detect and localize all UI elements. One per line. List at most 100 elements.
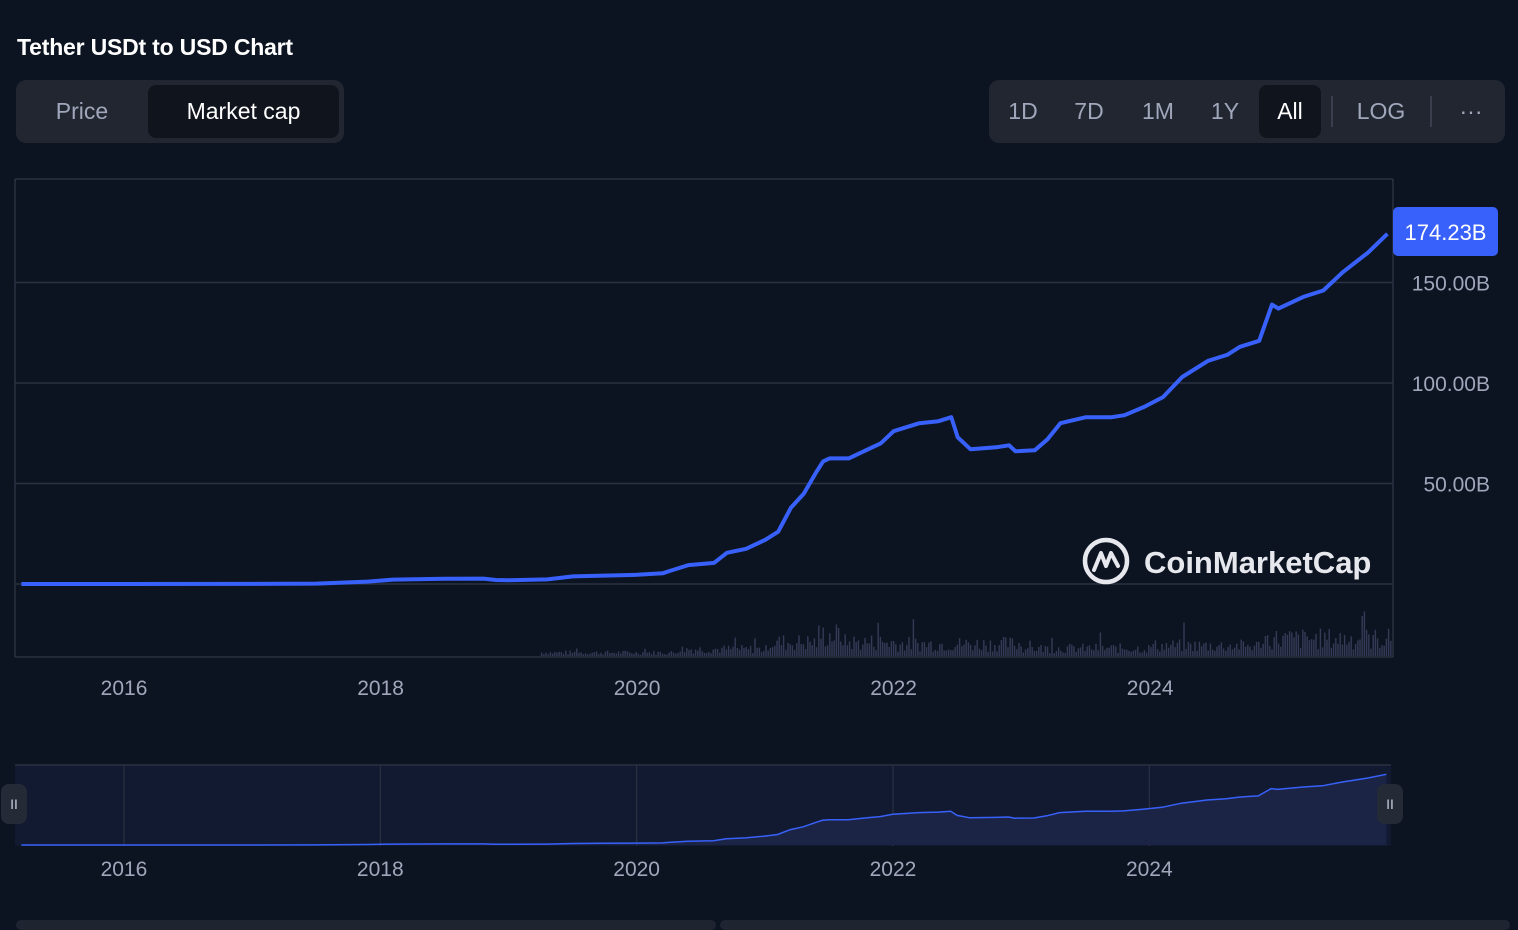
volume-bar [1343, 635, 1346, 656]
volume-bar [851, 649, 853, 656]
tab-price[interactable]: Price [55, 98, 109, 124]
volume-bar [576, 648, 578, 656]
volume-bar [965, 639, 967, 656]
y-axis: 50.00B 100.00B 150.00B [1412, 273, 1490, 497]
range-all-button[interactable]: All [1259, 85, 1321, 138]
volume-bar [798, 635, 800, 656]
volume-bar [1029, 640, 1031, 656]
volume-bar [646, 652, 648, 656]
range-7d-button[interactable]: 7D [1074, 98, 1104, 124]
volume-bar [921, 642, 923, 656]
volume-bar [719, 652, 721, 656]
volume-bar [822, 627, 824, 656]
volume-bar [1046, 646, 1049, 656]
volume-bar [919, 651, 921, 656]
volume-bar [1196, 650, 1198, 656]
volume-bar [1130, 651, 1132, 656]
volume-bar [787, 642, 789, 656]
volume-bar [802, 644, 805, 656]
volume-bar [1255, 641, 1258, 656]
volume-bar [1150, 647, 1152, 656]
volume-bar [620, 653, 622, 656]
volume-bar [642, 652, 644, 656]
volume-bar [606, 650, 609, 656]
volume-bar [1346, 644, 1348, 656]
volume-bar [1117, 652, 1119, 656]
volume-bar [972, 650, 974, 656]
volume-bar [683, 652, 686, 656]
volume-bar [1055, 651, 1058, 656]
volume-bar [1119, 643, 1121, 656]
volume-bar [571, 653, 574, 656]
volume-bar [1084, 651, 1086, 656]
log-scale-button[interactable]: LOG [1356, 98, 1406, 124]
metric-toggle: Price Market cap [16, 80, 344, 143]
volume-bar [756, 647, 758, 656]
more-options-button[interactable]: ··· [1459, 98, 1483, 124]
volume-bar [866, 643, 868, 656]
volume-bar [857, 640, 860, 656]
volume-bar [763, 650, 765, 656]
volume-bar [824, 646, 827, 656]
volume-bar [1341, 644, 1344, 656]
volume-bar [1073, 646, 1075, 656]
volume-bar [754, 638, 756, 656]
volume-bar [1335, 638, 1337, 656]
volume-bar [743, 647, 745, 656]
volume-bar [897, 651, 899, 656]
navigator-left-handle[interactable]: II [1, 784, 27, 824]
volume-bar [558, 651, 560, 656]
volume-bar [1229, 644, 1231, 656]
range-navigator[interactable]: 2016 2018 2020 2022 2024 [15, 764, 1391, 881]
volume-bar [554, 651, 556, 656]
volume-bar [910, 649, 912, 656]
volume-bar [1203, 643, 1205, 656]
volume-bar [1007, 647, 1009, 656]
volume-bar [752, 653, 754, 656]
volume-bar [1222, 648, 1225, 656]
navigator-right-handle[interactable]: II [1377, 784, 1403, 824]
navigator-line [21, 773, 1387, 846]
volume-bar [769, 648, 772, 656]
volume-bar [741, 645, 743, 656]
volume-bar [967, 642, 970, 656]
volume-bar [791, 645, 794, 656]
volume-bar [661, 653, 664, 656]
volume-bar [829, 633, 831, 656]
range-1d-button[interactable]: 1D [1008, 98, 1038, 124]
volume-bar [846, 645, 849, 656]
chart-title: Tether USDt to USD Chart [17, 34, 293, 60]
volume-bar [888, 646, 890, 656]
range-1y-button[interactable]: 1Y [1210, 98, 1240, 124]
volume-bar [1167, 647, 1170, 656]
volume-bar [1143, 650, 1146, 656]
volume-bar [774, 645, 776, 656]
volume-bar [1106, 647, 1108, 656]
volume-bar [664, 654, 666, 656]
volume-bar [789, 644, 791, 656]
volume-bar [800, 644, 802, 656]
volume-bar [947, 649, 950, 656]
volume-bar [697, 650, 699, 656]
volume-bar [1251, 650, 1253, 656]
volume-bar [903, 650, 906, 656]
volume-bar [1310, 639, 1313, 656]
volume-bar [969, 644, 972, 656]
volume-bar [811, 645, 813, 656]
volume-bar [644, 648, 646, 656]
volume-bar [1099, 632, 1102, 656]
range-1m-button[interactable]: 1M [1142, 98, 1174, 124]
volume-bar [1086, 646, 1088, 656]
volume-bar [1357, 640, 1359, 656]
volume-bar [1110, 645, 1113, 656]
volume-bar [1093, 650, 1095, 656]
volume-bar [785, 649, 787, 656]
volume-bar [914, 638, 917, 656]
tab-market-cap[interactable]: Market cap [148, 85, 339, 138]
volume-bar [1214, 650, 1216, 656]
last-value-badge-bg [1393, 207, 1498, 256]
volume-bar [1244, 646, 1247, 656]
volume-bar [884, 643, 886, 656]
volume-bar [686, 648, 688, 656]
